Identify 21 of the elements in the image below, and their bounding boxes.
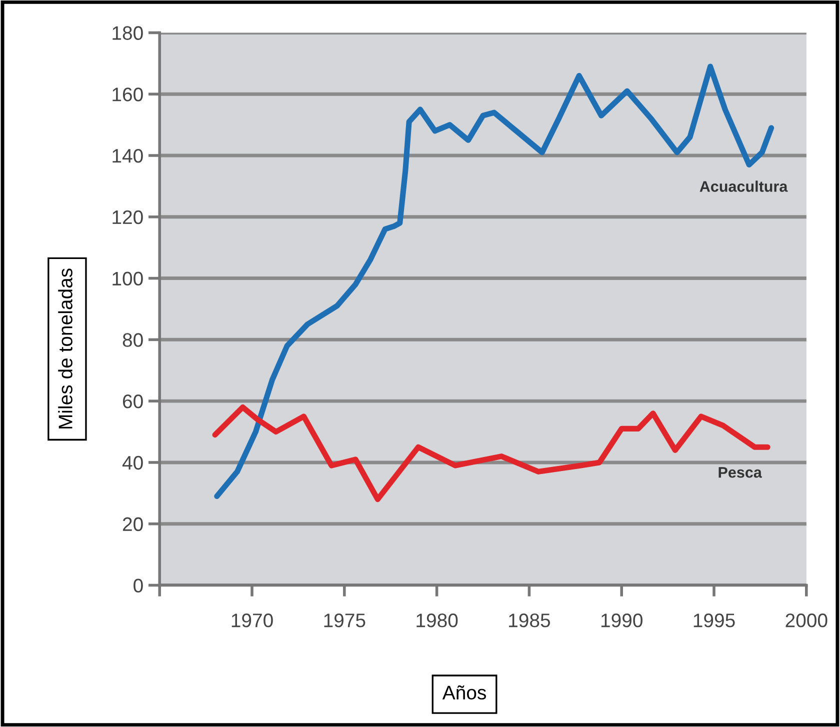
series-label: Pesca — [718, 467, 762, 478]
x-axis-title: Años — [442, 685, 486, 700]
y-tick-label: 100 — [112, 272, 143, 286]
y-tick-label: 120 — [112, 210, 143, 224]
y-tick-label: 180 — [112, 26, 143, 40]
x-tick-label: 1980 — [416, 614, 458, 628]
x-tick-label: 1995 — [694, 614, 735, 628]
y-tick-label: 140 — [112, 148, 143, 163]
y-tick-label: 60 — [122, 394, 143, 408]
x-tick-label: 1985 — [509, 614, 550, 628]
x-tick-label: 1970 — [232, 614, 273, 628]
y-tick-label: 80 — [122, 333, 143, 347]
x-tick-label: 2000 — [786, 614, 828, 628]
y-tick-label: 20 — [122, 517, 143, 532]
y-tick-label: 160 — [112, 88, 143, 102]
x-tick-label: 1975 — [324, 614, 366, 628]
y-tick-label: 0 — [134, 578, 143, 592]
x-tick-label: 1990 — [601, 614, 642, 628]
y-tick-label: 40 — [122, 456, 143, 470]
series-label: Acuacultura — [700, 180, 788, 192]
y-axis-title: Miles de toneladas — [58, 268, 72, 428]
